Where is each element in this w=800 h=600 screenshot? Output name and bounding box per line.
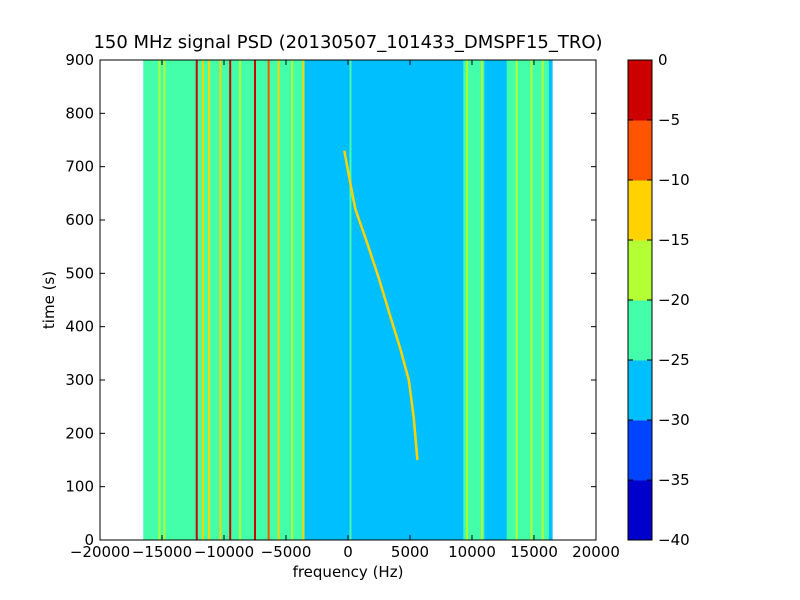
colorbar-band: [628, 480, 652, 541]
x-tick-label: 20000: [572, 543, 620, 561]
colorbar-band: [628, 180, 652, 241]
colorbar-tick-label: −40: [658, 531, 690, 549]
colorbar-tick-label: −35: [658, 471, 690, 489]
plot-area: [99, 59, 597, 541]
y-tick-label: 300: [65, 371, 94, 389]
y-tick-label: 100: [65, 478, 94, 496]
y-tick-label: 700: [65, 158, 94, 176]
colorbar-tick-label: −30: [658, 411, 690, 429]
y-tick-label: 0: [84, 531, 94, 549]
colorbar-tick-label: −5: [658, 111, 680, 129]
x-tick-label: −10000: [194, 543, 254, 561]
heatmap-region: [143, 60, 305, 540]
y-axis: 0 100 200 300 400 500 600 700 800 900: [65, 51, 596, 549]
x-tick-label: 0: [343, 543, 353, 561]
colorbar-band: [628, 120, 652, 181]
y-tick-label: 400: [65, 318, 94, 336]
x-axis-label: frequency (Hz): [293, 563, 404, 581]
x-tick-label: 15000: [510, 543, 558, 561]
doppler-trace: [343, 150, 419, 461]
colorbar-band: [628, 240, 652, 301]
y-tick-label: 800: [65, 104, 94, 122]
chart-title: 150 MHz signal PSD (20130507_101433_DMSP…: [93, 32, 602, 53]
colorbar-band: [628, 360, 652, 421]
colorbar-band: [628, 60, 652, 121]
x-tick-label: 10000: [448, 543, 496, 561]
x-tick-label: 5000: [391, 543, 429, 561]
x-tick-label: −15000: [132, 543, 192, 561]
doppler-trace-layer: [343, 150, 419, 461]
y-tick-label: 500: [65, 264, 94, 282]
colorbar-tick-label: −20: [658, 291, 690, 309]
y-tick-label: 900: [65, 51, 94, 69]
colorbar-tick-label: −25: [658, 351, 690, 369]
x-axis: −20000 −15000 −10000 −5000 0 5000 10000 15000 20…: [70, 60, 620, 561]
colorbar: −40 −35 −30 −25 −20 −15 −10 −5 0: [627, 51, 690, 549]
x-tick-label: −5000: [261, 543, 312, 561]
heatmap-layer: [143, 60, 553, 540]
y-tick-label: 200: [65, 424, 94, 442]
heatmap-region: [463, 60, 485, 540]
colorbar-tick-label: −15: [658, 231, 690, 249]
y-axis-label: time (s): [40, 271, 58, 329]
colorbar-tick-label: −10: [658, 171, 690, 189]
colorbar-band: [628, 420, 652, 481]
x-tick-label: −20000: [70, 543, 130, 561]
y-tick-label: 600: [65, 211, 94, 229]
colorbar-tick-label: 0: [658, 51, 668, 69]
colorbar-band: [628, 300, 652, 361]
